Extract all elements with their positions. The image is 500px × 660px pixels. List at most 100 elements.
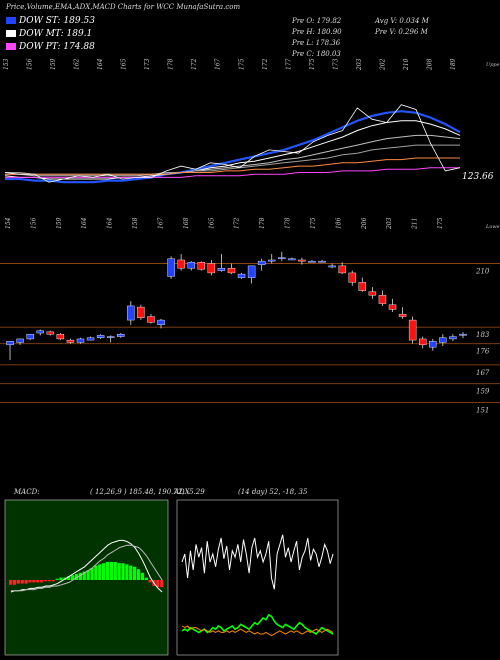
candle-body xyxy=(177,259,185,269)
ema-top-label: 210 xyxy=(403,58,410,71)
macd-histogram-bar xyxy=(121,563,125,580)
candle-body xyxy=(408,319,417,341)
candle-body xyxy=(308,260,316,263)
candle-body xyxy=(429,341,437,348)
candle-body xyxy=(76,338,85,343)
macd-histogram-bar xyxy=(129,565,133,580)
macd-line xyxy=(10,539,163,593)
ema-panel: 153 156 159 162 164 165 173 178 172 167 175 172 177 1… xyxy=(3,58,500,184)
candle-body xyxy=(237,273,246,278)
candle-body xyxy=(449,336,457,340)
legend-swatch-st xyxy=(6,17,16,24)
candle-body xyxy=(318,260,326,263)
price-top-label: 158 xyxy=(132,217,139,229)
candle-body xyxy=(368,291,377,296)
ema-series-line xyxy=(5,110,461,184)
candle-body xyxy=(459,333,467,336)
candle-body xyxy=(46,331,55,335)
macd-histogram-bar xyxy=(136,569,141,580)
price-top-label: 168 xyxy=(183,217,190,229)
ema-top-label: 173 xyxy=(144,58,151,70)
macd-histogram-bar xyxy=(125,564,129,580)
adx-series-line xyxy=(181,625,334,637)
prev-close: Pre C: 180.03 xyxy=(292,50,341,58)
macd-histogram-bar xyxy=(28,580,32,583)
ema-series-line xyxy=(4,120,461,180)
candle-body xyxy=(6,341,14,346)
price-top-label: 167 xyxy=(157,217,164,229)
macd-histogram-bar xyxy=(133,566,137,580)
candle-body xyxy=(268,259,276,262)
macd-histogram-bar xyxy=(144,577,148,580)
price-tick-label: 210 xyxy=(475,268,490,276)
candle-body xyxy=(328,265,336,268)
candle-body xyxy=(378,295,387,304)
ema-top-label: 175 xyxy=(309,58,316,70)
price-top-right-label: Lower xyxy=(485,224,500,230)
macd-histogram-bar xyxy=(47,580,52,582)
macd-histogram-bar xyxy=(9,580,13,585)
macd-histogram-bar xyxy=(36,580,40,583)
ema-top-label: 172 xyxy=(191,58,198,70)
candle-body xyxy=(36,330,44,334)
macd-histogram-bar xyxy=(86,570,90,580)
prev-high: Pre H: 180.90 xyxy=(292,28,342,36)
price-top-label: 178 xyxy=(285,217,292,229)
avg-volume: Avg V: 0.034 M xyxy=(375,17,429,25)
macd-histogram-bar xyxy=(55,578,59,580)
price-top-label: 206 xyxy=(361,217,368,230)
price-panel: 154 156 159 164 164 158 167 168 165 172 178 178 175 1… xyxy=(0,217,500,415)
macd-histogram-bar xyxy=(90,568,94,580)
ema-top-label: 172 xyxy=(262,58,269,70)
adx-series-line xyxy=(181,534,334,590)
price-tick-label: 183 xyxy=(476,331,490,339)
macd-histogram-bar xyxy=(74,574,79,580)
price-top-label: 178 xyxy=(259,217,266,229)
prev-volume: Pre V: 0.296 M xyxy=(375,28,428,36)
macd-histogram-bar xyxy=(16,580,21,584)
price-tick-label: 159 xyxy=(476,388,490,396)
macd-histogram-bar xyxy=(94,565,98,580)
price-top-label: 156 xyxy=(30,217,37,229)
price-top-label: 211 xyxy=(412,218,419,230)
ema-top-label: 177 xyxy=(285,58,292,70)
candle-body xyxy=(207,263,216,274)
candle-body xyxy=(147,316,155,323)
legend-label-pt: DOW PT: 174.88 xyxy=(19,42,95,52)
ema-top-label: 167 xyxy=(215,58,222,70)
candle-body xyxy=(26,334,34,340)
ema-top-label: 203 xyxy=(356,58,363,71)
ema-series-line xyxy=(5,157,460,175)
ema-top-label: 208 xyxy=(426,58,433,71)
candle-body xyxy=(16,338,24,343)
candle-body xyxy=(257,260,266,265)
price-top-label: 186 xyxy=(335,217,342,229)
macd-histogram-bar xyxy=(102,563,106,580)
macd-histogram-bar xyxy=(82,571,86,580)
macd-histogram-bar xyxy=(140,572,145,580)
macd-histogram-bar xyxy=(51,580,55,582)
macd-histogram-bar xyxy=(98,564,102,580)
chart-title: Price,Volume,EMA,ADX,MACD Charts for WCC… xyxy=(6,3,241,11)
legend-swatch-mt xyxy=(6,30,16,37)
macd-histogram-bar xyxy=(12,580,17,585)
price-label: 123.66 xyxy=(462,172,494,182)
price-top-label: 164 xyxy=(81,217,88,229)
price-top-label: 203 xyxy=(386,217,393,230)
macd-histogram-bar xyxy=(156,580,160,588)
candle-body xyxy=(187,262,195,269)
adx-values: (14 day) 52, -18, 35 xyxy=(238,488,308,496)
macd-histogram-bar xyxy=(40,580,44,583)
lower-panels: MACD: ( 12,26,9 ) 185.48, 190.72, -5.29AD… xyxy=(4,488,339,656)
candle-body xyxy=(358,282,367,291)
ema-top-label: 162 xyxy=(74,58,81,70)
price-tick-label: 151 xyxy=(476,407,489,415)
candle-body xyxy=(338,265,346,274)
price-top-label: 175 xyxy=(437,217,444,229)
macd-histogram-bar xyxy=(160,580,164,588)
legend-label-mt: DOW MT: 189.1 xyxy=(19,29,93,39)
candle-body xyxy=(117,334,125,337)
candle-body xyxy=(388,304,397,310)
ema-top-right-label: Upper xyxy=(486,62,500,68)
ema-top-label: 189 xyxy=(450,58,457,70)
